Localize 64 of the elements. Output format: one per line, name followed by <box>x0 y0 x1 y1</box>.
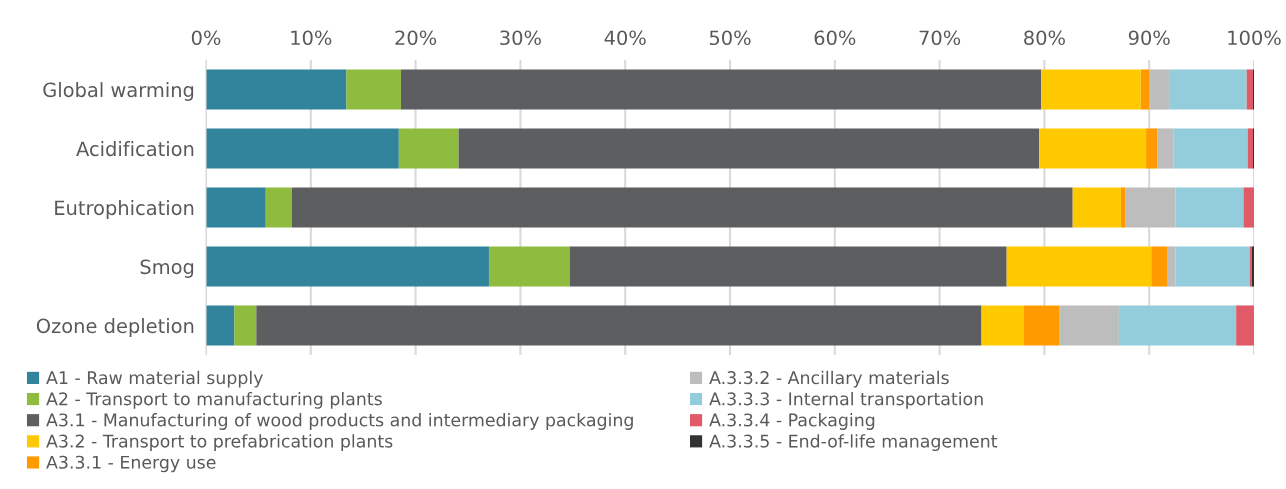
bar <box>346 69 401 110</box>
bar <box>1120 187 1126 228</box>
x-tick-label: 20% <box>395 30 437 46</box>
legend-label: A3.3.1 - Energy use <box>46 455 216 473</box>
y-tick-label: Eutrophication <box>55 200 194 219</box>
bar <box>206 305 235 346</box>
bar <box>206 187 266 228</box>
bar <box>1146 128 1158 169</box>
bar <box>265 187 292 228</box>
bar <box>1140 69 1150 110</box>
bar <box>234 305 257 346</box>
bar <box>400 69 1042 110</box>
legend-label: A3.2 - Transport to prefabrication plants <box>46 434 393 452</box>
legend-label: A.3.3.2 - Ancillary materials <box>709 370 949 388</box>
bar <box>1125 187 1176 228</box>
bar <box>1151 246 1168 287</box>
legend-label: A.3.3.3 - Internal transportation <box>709 391 983 409</box>
bar <box>488 246 570 287</box>
bar <box>1039 128 1147 169</box>
bar <box>1167 246 1176 287</box>
bar <box>206 246 489 287</box>
bar <box>291 187 1073 228</box>
x-tick-label: 40% <box>604 30 646 46</box>
bar <box>1247 128 1253 169</box>
bar <box>1059 305 1119 346</box>
bar <box>981 305 1024 346</box>
x-tick-label: 80% <box>1024 30 1065 46</box>
bar <box>1006 246 1152 287</box>
bar <box>458 128 1040 169</box>
legend-label: A.3.3.4 - Packaging <box>709 413 875 430</box>
bar <box>256 305 982 346</box>
bar <box>1236 305 1254 346</box>
bar <box>1175 187 1244 228</box>
bar <box>398 128 459 169</box>
legend-label: A1 - Raw material supply <box>46 370 263 388</box>
y-tick-label: Global warming <box>43 82 194 101</box>
bar <box>1041 69 1141 110</box>
bar <box>569 246 1007 287</box>
x-tick-label: 0% <box>191 30 221 46</box>
bar <box>206 69 347 110</box>
x-tick-label: 10% <box>291 30 332 46</box>
bar <box>1246 69 1253 110</box>
x-tick-label: 90% <box>1128 30 1170 46</box>
bar <box>1157 128 1174 169</box>
bar <box>1169 69 1247 110</box>
y-tick-label: Acidification <box>76 141 194 157</box>
bar <box>1149 69 1170 110</box>
legend-label: A2 - Transport to manufacturing plants <box>46 391 382 409</box>
legend-label: A.3.3.5 - End-of-life management <box>709 434 998 452</box>
bar <box>1243 187 1254 228</box>
x-tick-label: 30% <box>500 30 541 46</box>
y-tick-label: Smog <box>140 259 194 278</box>
legend-label: A3.1 - Manufacturing of wood products and intermediary packaging <box>46 413 633 430</box>
x-tick-label: 70% <box>919 30 961 46</box>
bar <box>1175 246 1250 287</box>
x-tick-label: 60% <box>814 30 856 46</box>
x-tick-label: 50% <box>709 30 751 46</box>
bar <box>1023 305 1060 346</box>
bar <box>1118 305 1237 346</box>
bar <box>206 128 399 169</box>
bar <box>1173 128 1248 169</box>
x-tick-label: 100% <box>1228 30 1281 46</box>
bar <box>1072 187 1121 228</box>
y-tick-label: Ozone depletion <box>36 318 194 337</box>
